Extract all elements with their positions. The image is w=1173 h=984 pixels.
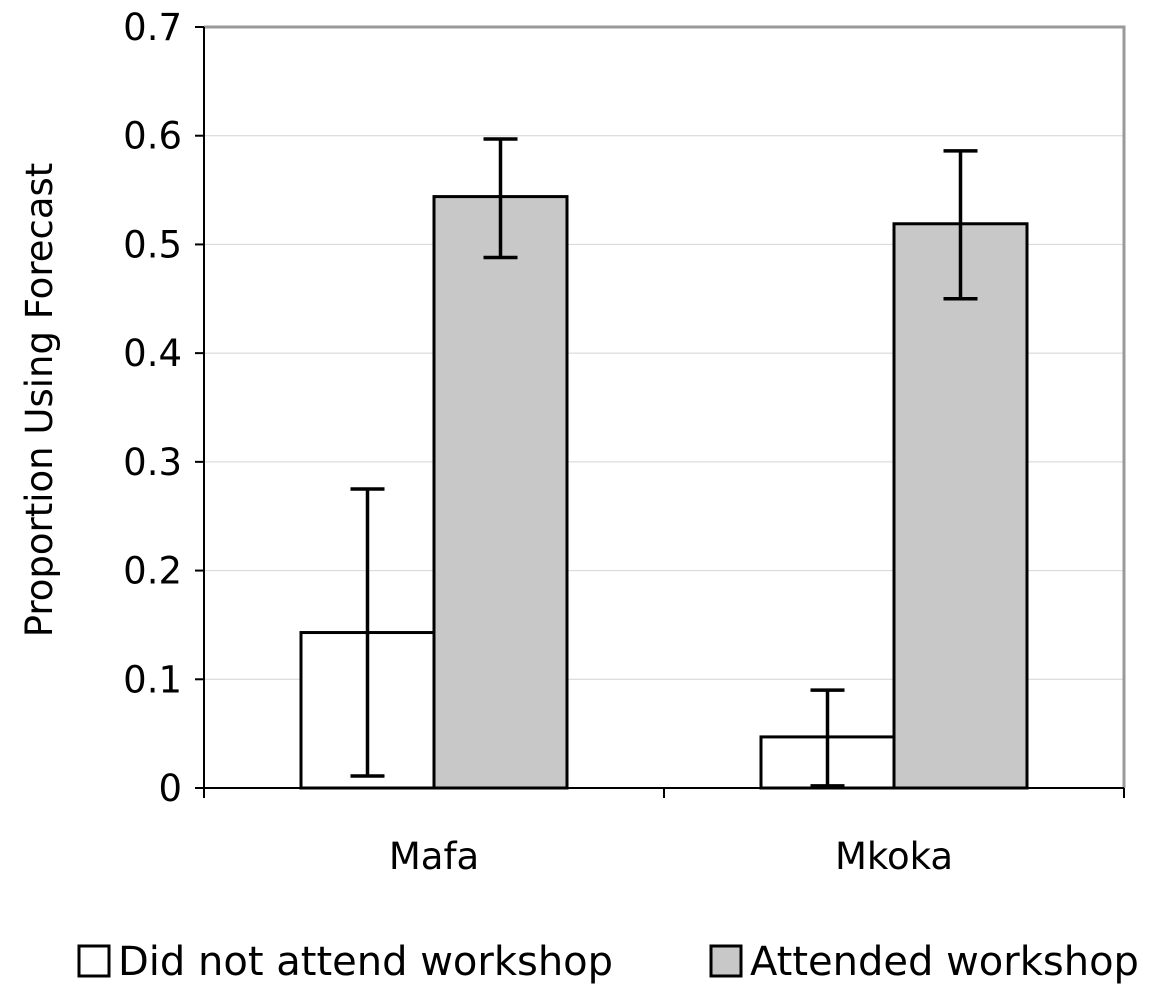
error-bars	[350, 137, 978, 788]
y-tick-label-6: 0.6	[123, 115, 182, 158]
axes: Mafa Mkoka 0 0.1 0.2 0.3 0.4 0.5 0.6 0.7	[123, 6, 1125, 878]
y-tick-label-3: 0.3	[123, 441, 182, 484]
error-bar-mafa-series-1	[350, 487, 385, 778]
legend-swatch-2	[709, 944, 743, 978]
y-axis-title: Proportion Using Forecast	[18, 163, 61, 638]
x-tick-label-mkoka: Mkoka	[835, 835, 953, 878]
y-tick-label-0: 0	[158, 767, 182, 810]
plot-frame	[204, 25, 1126, 788]
bar-mafa-series-2	[432, 195, 569, 790]
legend-item-1: Did not attend workshop	[77, 939, 613, 984]
y-tick-label-5: 0.5	[123, 223, 182, 266]
legend-label-1: Did not attend workshop	[118, 939, 613, 984]
y-tick-label-4: 0.4	[123, 332, 182, 375]
y-tick-label-1: 0.1	[123, 658, 182, 701]
bars	[299, 195, 1029, 790]
legend-swatch-1	[77, 944, 111, 978]
legend-item-2: Attended workshop	[709, 939, 1139, 984]
error-bar-mkoka-series-2	[943, 149, 978, 301]
x-tick-label-mafa: Mafa	[389, 835, 479, 878]
legend: Did not attend workshop Attended workshop	[77, 939, 1139, 984]
plot-area	[204, 25, 1126, 788]
y-tick-label-7: 0.7	[123, 6, 182, 49]
y-tick-label-2: 0.2	[123, 550, 182, 593]
error-bar-mkoka-series-1	[810, 688, 845, 788]
bar-mkoka-series-2	[892, 222, 1029, 790]
legend-label-2: Attended workshop	[750, 939, 1139, 984]
error-bar-mafa-series-2	[483, 137, 518, 260]
